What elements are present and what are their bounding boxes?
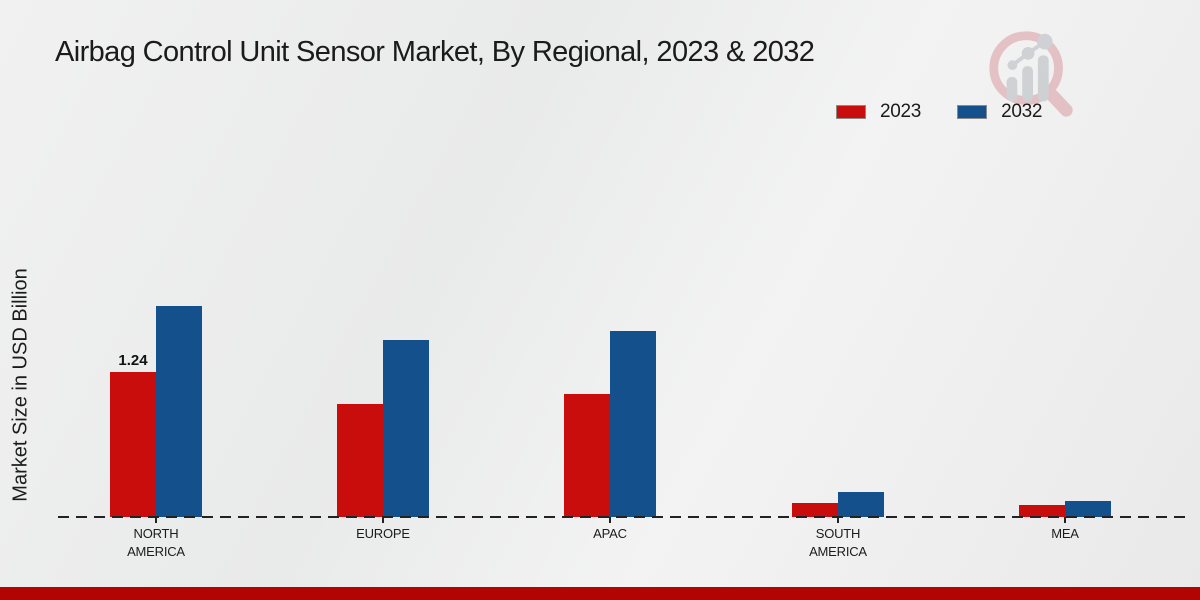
x-tick-europe: [382, 517, 384, 523]
bar-2023-north-america: [110, 372, 156, 517]
legend-swatch-2032: [957, 105, 988, 119]
legend: 2023 2032: [836, 101, 1042, 123]
logo-bar-large: [1037, 55, 1049, 102]
x-label-south-america: SOUTH AMERICA: [809, 526, 867, 559]
bar-value-label-north-america-2023: 1.24: [118, 352, 148, 369]
x-label-apac: APAC: [593, 526, 627, 541]
legend-swatch-2023: [836, 105, 866, 119]
bar-2023-apac: [564, 394, 610, 517]
logo-trend-dot-3: [1036, 33, 1053, 50]
bar-2032-north-america: [156, 306, 202, 517]
logo-trend-dot-2: [1021, 47, 1035, 60]
logo-handle: [1043, 86, 1073, 117]
x-label-europe: EUROPE: [356, 526, 410, 541]
bar-2032-apac: [610, 331, 656, 517]
bar-2023-south-america: [792, 503, 838, 517]
legend-item-2032: 2032: [957, 101, 1042, 123]
x-label-mea: MEA: [1051, 526, 1079, 541]
x-tick-apac: [609, 517, 611, 523]
chart-title: Airbag Control Unit Sensor Market, By Re…: [55, 36, 815, 68]
bar-2032-mea: [1065, 501, 1111, 517]
x-axis-baseline: [58, 516, 1190, 518]
bar-2032-south-america: [838, 492, 884, 517]
footer-strip: [0, 587, 1200, 600]
logo-bar-small: [1006, 76, 1018, 102]
x-tick-north-america: [155, 517, 157, 523]
logo-trend-dot-1: [1007, 60, 1018, 71]
legend-item-2023: 2023: [836, 101, 921, 123]
y-axis-label: Market Size in USD Billion: [9, 268, 32, 502]
x-label-north-america: NORTH AMERICA: [127, 526, 185, 559]
x-tick-mea: [1064, 517, 1066, 523]
legend-label-2032: 2032: [1001, 101, 1043, 122]
market-research-magnifier-logo: [989, 31, 1073, 117]
legend-label-2023: 2023: [880, 101, 922, 122]
bar-2032-europe: [383, 340, 429, 517]
bar-2023-mea: [1019, 505, 1065, 517]
bar-2023-europe: [337, 404, 383, 517]
logo-bar-medium: [1022, 66, 1033, 102]
x-tick-south-america: [837, 517, 839, 523]
